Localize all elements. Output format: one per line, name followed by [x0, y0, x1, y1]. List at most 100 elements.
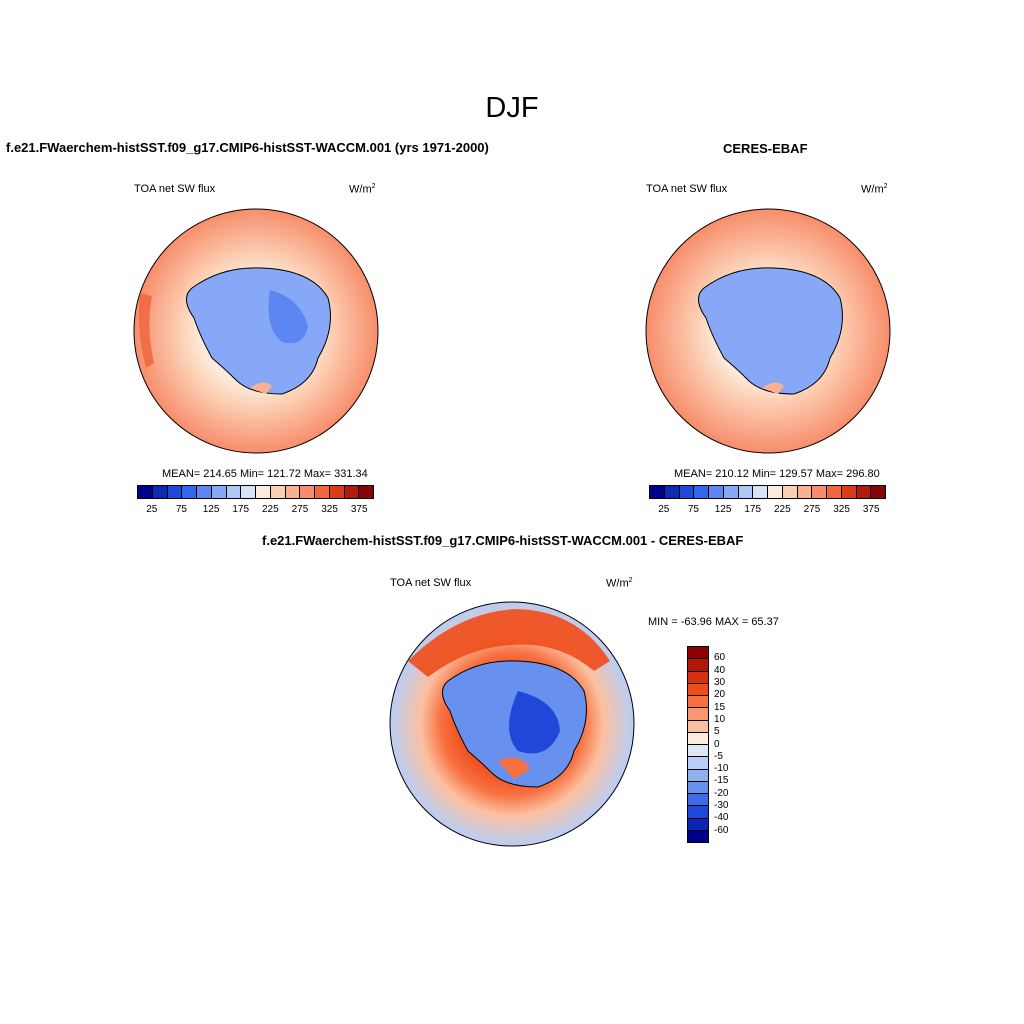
- panel-model-colorbar-swatch: [138, 486, 153, 498]
- panel-diff-colorbar-swatch: [688, 659, 708, 672]
- panel-diff-colorbar-tick-label: -10: [714, 763, 729, 775]
- panel-obs-units: W/m2: [861, 183, 888, 196]
- panel-obs-stats: MEAN= 210.12 Min= 129.57 Max= 296.80: [674, 468, 880, 480]
- panel-diff-colorbar-tick-label: 5: [714, 726, 720, 738]
- panel-model-antarctica: [186, 267, 331, 395]
- panel-model-colorbar-swatch: [226, 486, 242, 498]
- panel-model-colorbar-tick-label: 75: [175, 504, 187, 515]
- panel-diff-colorbar-tick-label: -15: [714, 775, 729, 787]
- panel-model-colorbar-swatch: [300, 486, 315, 498]
- panel-diff-colorbar-swatch: [688, 757, 708, 770]
- panel-diff-colorbar-tick-label: 15: [714, 701, 726, 713]
- panel-model-colorbar-tick-label: 25: [146, 504, 158, 515]
- panel-obs-colorbar-swatch: [664, 486, 680, 498]
- panel-model-colorbar-tick-label: 275: [291, 504, 309, 515]
- panel-model-units: W/m2: [349, 183, 376, 196]
- panel-obs-colorbar-tick-label: 375: [862, 504, 880, 515]
- panel-obs-colorbar-swatch: [797, 486, 813, 498]
- panel-diff-colorbar-tick-label: -60: [714, 824, 729, 836]
- panel-obs-antarctica: [698, 267, 843, 395]
- panel-model-colorbar-tick-label: 225: [261, 504, 279, 515]
- panel-obs-colorbar-swatch: [856, 486, 872, 498]
- panel-diff-map: [389, 601, 635, 847]
- panel-model-colorbar-swatch: [167, 486, 183, 498]
- panel-diff-title: f.e21.FWaerchem-histSST.f09_g17.CMIP6-hi…: [262, 533, 744, 548]
- panel-model-variable-label: TOA net SW flux: [134, 183, 216, 195]
- panel-obs-colorbar-tick-label: 75: [687, 504, 699, 515]
- panel-model-colorbar-swatch: [315, 486, 330, 498]
- panel-diff-negative-core: [509, 691, 560, 754]
- panel-obs-title: CERES-EBAF: [723, 141, 808, 156]
- panel-diff-colorbar-tick-label: -40: [714, 812, 729, 824]
- panel-model-low-flux-region: [268, 290, 308, 344]
- panel-diff-colorbar-swatch: [688, 818, 708, 831]
- panel-diff-colorbar-tick-label: 60: [714, 652, 726, 664]
- panel-obs-colorbar-swatch: [812, 486, 827, 498]
- panel-diff-colorbar-swatch: [688, 720, 708, 733]
- panel-obs-colorbar-swatch: [827, 486, 842, 498]
- panel-diff-colorbar-swatch: [688, 683, 708, 696]
- panel-diff-colorbar-swatch: [688, 696, 708, 709]
- panel-obs-colorbar-tick-label: 275: [803, 504, 821, 515]
- panel-model-colorbar: [137, 485, 374, 499]
- panel-diff-ross-anomaly: [498, 757, 530, 779]
- panel-diff-colorbar-tick-label: -30: [714, 800, 729, 812]
- panel-diff-colorbar-swatch: [688, 794, 708, 807]
- panel-model-stats: MEAN= 214.65 Min= 121.72 Max= 331.34: [162, 468, 368, 480]
- panel-obs-colorbar-swatch: [782, 486, 798, 498]
- panel-obs-colorbar-tick-label: 225: [773, 504, 791, 515]
- panel-obs-colorbar-tick-label: 125: [714, 504, 732, 515]
- panel-obs-colorbar-swatch: [768, 486, 783, 498]
- panel-diff-colorbar-tick-label: 0: [714, 738, 720, 750]
- panel-model-colorbar-swatch: [241, 486, 256, 498]
- panel-diff-colorbar-swatch: [688, 732, 708, 745]
- panel-diff-colorbar-tick-label: 40: [714, 664, 726, 676]
- panel-diff-colorbar-swatch: [688, 781, 708, 794]
- panel-obs-colorbar-swatch: [650, 486, 665, 498]
- panel-model-colorbar-swatch: [152, 486, 168, 498]
- panel-diff-colorbar-tick-label: -20: [714, 787, 729, 799]
- panel-diff-colorbar-tick-label: 10: [714, 713, 726, 725]
- panel-diff-colorbar-swatch: [688, 806, 708, 819]
- page-title: DJF: [485, 92, 539, 124]
- panel-model-colorbar-swatch: [270, 486, 286, 498]
- panel-model-colorbar-swatch: [182, 486, 197, 498]
- panel-obs-colorbar-swatch: [738, 486, 754, 498]
- panel-model-colorbar-tick-label: 325: [321, 504, 338, 515]
- panel-model-colorbar-swatch: [211, 486, 227, 498]
- panel-diff-positive-ring: [408, 609, 610, 677]
- panel-model-colorbar-tick-label: 175: [232, 504, 250, 515]
- panel-diff-colorbar-swatch: [688, 647, 708, 660]
- panel-model-warm-band: [138, 293, 154, 368]
- panel-diff-colorbar-swatch: [688, 769, 708, 782]
- panel-diff-units: W/m2: [606, 577, 633, 590]
- panel-obs-colorbar-tick-label: 25: [658, 504, 670, 515]
- panel-obs-colorbar-tick-label: 175: [744, 504, 762, 515]
- panel-model-title: f.e21.FWaerchem-histSST.f09_g17.CMIP6-hi…: [6, 140, 489, 155]
- panel-model-colorbar-swatch: [197, 486, 212, 498]
- panel-diff-colorbar-tick-label: -5: [714, 750, 723, 762]
- panel-diff-colorbar-swatch: [688, 830, 708, 842]
- panel-model-map: [133, 208, 379, 454]
- panel-obs-colorbar-tick-label: 325: [833, 504, 850, 515]
- panel-obs-colorbar: [649, 485, 886, 499]
- panel-obs-map: [645, 208, 891, 454]
- panel-model-colorbar-swatch: [359, 486, 373, 498]
- panel-obs-ross-anomaly: [762, 382, 784, 394]
- panel-obs-colorbar-swatch: [871, 486, 885, 498]
- panel-diff-colorbar-swatch: [688, 745, 708, 758]
- panel-model-colorbar-swatch: [329, 486, 345, 498]
- panel-model-colorbar-tick-label: 375: [350, 504, 368, 515]
- panel-obs-colorbar-swatch: [709, 486, 724, 498]
- panel-obs-colorbar-swatch: [679, 486, 695, 498]
- panel-model-colorbar-swatch: [285, 486, 301, 498]
- panel-obs-colorbar-swatch: [723, 486, 739, 498]
- panel-obs-colorbar-swatch: [841, 486, 857, 498]
- panel-diff-colorbar-swatch: [688, 671, 708, 684]
- panel-obs-variable-label: TOA net SW flux: [646, 183, 728, 195]
- panel-diff-colorbar-swatch: [688, 708, 708, 721]
- panel-model-colorbar-swatch: [256, 486, 271, 498]
- panel-diff-colorbar-tick-label: 30: [714, 676, 726, 688]
- panel-diff-stats: MIN = -63.96 MAX = 65.37: [648, 616, 779, 628]
- panel-obs-colorbar-swatch: [694, 486, 709, 498]
